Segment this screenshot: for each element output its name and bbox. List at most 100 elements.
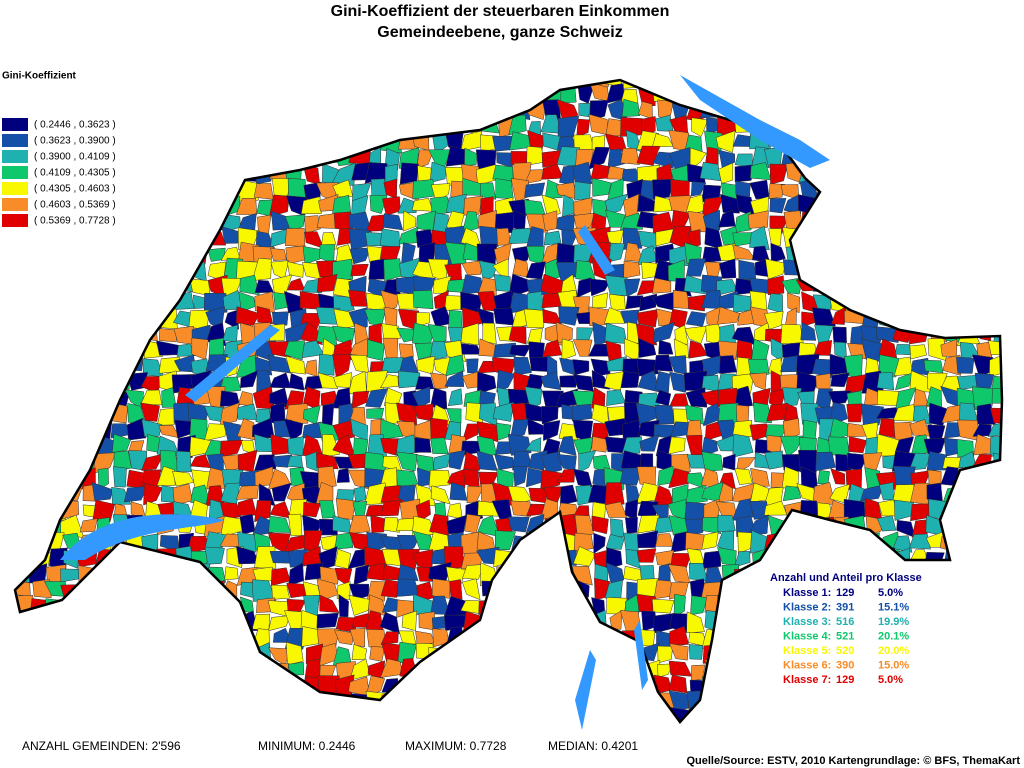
municipality <box>749 564 768 580</box>
municipality <box>338 593 349 618</box>
municipality <box>379 228 401 248</box>
municipality <box>573 374 594 392</box>
municipality <box>222 118 242 136</box>
municipality <box>318 353 335 376</box>
municipality <box>878 231 898 247</box>
municipality <box>860 695 884 712</box>
municipality <box>235 97 256 119</box>
municipality <box>510 500 531 517</box>
municipality <box>221 226 244 244</box>
municipality <box>429 161 447 184</box>
municipality <box>45 419 68 442</box>
municipality <box>827 226 849 250</box>
municipality <box>444 370 465 387</box>
municipality <box>15 402 18 421</box>
municipality <box>923 359 944 374</box>
municipality <box>316 115 336 138</box>
municipality <box>64 276 84 298</box>
municipality <box>427 324 447 344</box>
municipality <box>273 83 292 106</box>
municipality <box>349 247 372 265</box>
municipality <box>864 80 881 89</box>
municipality <box>366 339 385 361</box>
municipality <box>1006 117 1024 137</box>
municipality <box>97 468 109 490</box>
municipality <box>140 114 160 133</box>
municipality <box>158 563 179 584</box>
municipality <box>141 453 165 471</box>
municipality <box>444 84 464 102</box>
municipality <box>76 324 97 343</box>
municipality <box>529 356 549 372</box>
municipality <box>140 551 164 566</box>
municipality <box>541 406 559 425</box>
municipality <box>1006 643 1024 666</box>
municipality <box>991 529 1002 553</box>
municipality <box>578 450 597 474</box>
municipality <box>29 644 51 662</box>
municipality <box>47 371 67 389</box>
municipality <box>157 116 176 138</box>
municipality <box>464 659 482 682</box>
municipality <box>558 435 577 456</box>
municipality <box>398 706 415 722</box>
municipality <box>657 563 671 583</box>
municipality <box>60 613 84 633</box>
municipality <box>15 388 35 410</box>
municipality <box>891 230 916 250</box>
municipality <box>974 80 996 89</box>
municipality <box>269 372 292 389</box>
municipality <box>860 230 880 246</box>
municipality <box>158 244 179 265</box>
municipality <box>365 388 388 408</box>
municipality <box>495 632 514 648</box>
municipality <box>657 663 674 678</box>
municipality <box>892 308 915 326</box>
municipality <box>653 354 674 372</box>
municipality <box>365 563 386 581</box>
municipality <box>767 293 783 314</box>
municipality <box>734 625 757 651</box>
municipality <box>113 466 127 488</box>
municipality <box>688 644 704 660</box>
municipality <box>331 82 351 102</box>
municipality <box>848 436 867 454</box>
municipality <box>109 341 131 360</box>
municipality <box>511 245 532 264</box>
municipality <box>496 611 517 632</box>
municipality <box>174 594 193 617</box>
municipality <box>355 726 371 743</box>
municipality <box>269 551 293 564</box>
municipality <box>380 289 400 312</box>
stats-cell: 390 <box>836 659 854 671</box>
municipality <box>446 658 465 681</box>
municipality <box>657 645 673 664</box>
municipality <box>381 597 401 613</box>
municipality <box>876 515 897 532</box>
municipality <box>219 439 244 458</box>
municipality <box>892 248 912 264</box>
municipality <box>722 453 736 471</box>
municipality <box>849 325 864 346</box>
municipality <box>15 663 35 682</box>
municipality <box>30 500 50 520</box>
municipality <box>381 80 398 88</box>
municipality <box>733 551 751 568</box>
municipality <box>433 453 451 471</box>
municipality <box>77 404 97 422</box>
municipality <box>18 673 32 695</box>
municipality <box>172 470 195 487</box>
municipality <box>978 193 997 218</box>
municipality <box>334 548 352 570</box>
municipality <box>994 577 1002 598</box>
municipality <box>991 517 1002 534</box>
municipality <box>496 369 516 393</box>
municipality <box>989 163 1002 184</box>
municipality <box>156 214 178 233</box>
municipality <box>224 149 244 169</box>
municipality <box>944 422 960 439</box>
municipality <box>959 581 979 602</box>
municipality <box>960 533 974 554</box>
municipality <box>382 337 399 360</box>
municipality <box>750 467 770 487</box>
